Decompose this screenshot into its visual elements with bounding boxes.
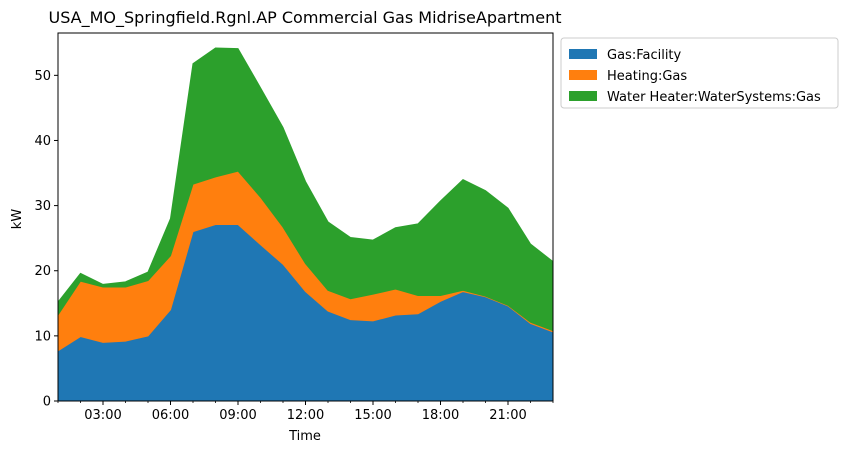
legend-swatch [569,49,597,59]
y-tick-label: 30 [34,199,51,214]
legend-label: Heating:Gas [607,69,687,84]
legend: Gas:Facility Heating:Gas Water Heater:Wate… [560,37,839,109]
y-tick-label: 50 [34,69,51,84]
x-tick-label: 06:00 [152,408,189,423]
legend-label: Water Heater:WaterSystems:Gas [607,90,821,105]
x-tick-label: 15:00 [354,408,391,423]
y-axis: 0 10 20 30 40 50 [34,69,58,410]
x-tick-label: 09:00 [219,408,256,423]
x-axis-label: Time [288,429,321,444]
x-tick-label: 18:00 [422,408,459,423]
legend-label: Gas:Facility [607,48,682,63]
y-tick-label: 40 [34,134,51,149]
x-axis: 03:00 06:00 09:00 12:00 15:00 18:00 21:00 [57,401,554,423]
y-tick-label: 20 [34,264,51,279]
y-tick-label: 0 [43,395,51,410]
x-tick-label: 12:00 [287,408,324,423]
y-axis-label: kW [10,209,25,230]
chart-areas [57,47,554,402]
legend-swatch [569,70,597,80]
x-tick-label: 03:00 [84,408,121,423]
x-tick-label: 21:00 [489,408,526,423]
legend-swatch [569,91,597,101]
legend-box [560,37,839,109]
chart-title: USA_MO_Springfield.Rgnl.AP Commercial Ga… [49,8,562,28]
y-tick-label: 10 [34,329,51,344]
